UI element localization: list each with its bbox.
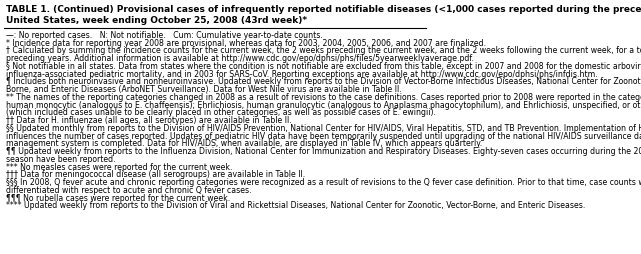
Text: ¶ Includes both neuroinvasive and nonneuroinvasive. Updated weekly from reports : ¶ Includes both neuroinvasive and nonneu…: [6, 77, 641, 86]
Text: management system is completed. Data for HIV/AIDS, when available, are displayed: management system is completed. Data for…: [6, 139, 482, 148]
Text: § Not notifiable in all states. Data from states where the condition is not noti: § Not notifiable in all states. Data fro…: [6, 62, 641, 71]
Text: differentiated with respect to acute and chronic Q fever cases.: differentiated with respect to acute and…: [6, 186, 251, 195]
Text: *** No measles cases were reported for the current week.: *** No measles cases were reported for t…: [6, 163, 232, 172]
Text: ¶¶¶ No rubella cases were reported for the current week.: ¶¶¶ No rubella cases were reported for t…: [6, 194, 230, 203]
Text: preceding years. Additional information is available at http://www.cdc.gov/epo/d: preceding years. Additional information …: [6, 54, 474, 63]
Text: †† Data for H. influenzae (all ages, all serotypes) are available in Table II.: †† Data for H. influenzae (all ages, all…: [6, 116, 292, 125]
Text: United States, week ending October 25, 2008 (43rd week)*: United States, week ending October 25, 2…: [6, 16, 307, 25]
Text: Borne, and Enteric Diseases (ArboNET Surveillance). Data for West Nile virus are: Borne, and Enteric Diseases (ArboNET Sur…: [6, 85, 401, 94]
Text: † Calculated by summing the incidence counts for the current week, the 2 weeks p: † Calculated by summing the incidence co…: [6, 46, 641, 55]
Text: season have been reported.: season have been reported.: [6, 155, 115, 164]
Text: influences the number of cases reported. Updates of pediatric HIV data have been: influences the number of cases reported.…: [6, 132, 641, 140]
Text: influenza-associated pediatric mortality, and in 2003 for SARS-CoV. Reporting ex: influenza-associated pediatric mortality…: [6, 70, 597, 78]
Text: §§§ In 2008, Q fever acute and chronic reporting categories were recognized as a: §§§ In 2008, Q fever acute and chronic r…: [6, 178, 641, 187]
Text: (which included cases unable to be clearly placed in other categories, as well a: (which included cases unable to be clear…: [6, 108, 436, 117]
Text: human monocytic (analogous to E. chaffeensis); Ehrlichiosis, human granulocytic : human monocytic (analogous to E. chaffee…: [6, 101, 641, 109]
Text: —: No reported cases.   N: Not notifiable.   Cum: Cumulative year-to-date counts: —: No reported cases. N: Not notifiable.…: [6, 31, 322, 40]
Text: TABLE 1. (Continued) Provisional cases of infrequently reported notifiable disea: TABLE 1. (Continued) Provisional cases o…: [6, 5, 641, 14]
Text: ¶¶ Updated weekly from reports to the Influenza Division, National Center for Im: ¶¶ Updated weekly from reports to the In…: [6, 147, 641, 156]
Text: ** The names of the reporting categories changed in 2008 as a result of revision: ** The names of the reporting categories…: [6, 93, 641, 102]
Text: §§ Updated monthly from reports to the Division of HIV/AIDS Prevention, National: §§ Updated monthly from reports to the D…: [6, 124, 641, 133]
Text: * Incidence data for reporting year 2008 are provisional, whereas data for 2003,: * Incidence data for reporting year 2008…: [6, 39, 486, 47]
Text: ††† Data for meningococcal disease (all serogroups) are available in Table II.: ††† Data for meningococcal disease (all …: [6, 170, 305, 179]
Text: **** Updated weekly from reports to the Division of Viral and Rickettsial Diseas: **** Updated weekly from reports to the …: [6, 201, 585, 210]
